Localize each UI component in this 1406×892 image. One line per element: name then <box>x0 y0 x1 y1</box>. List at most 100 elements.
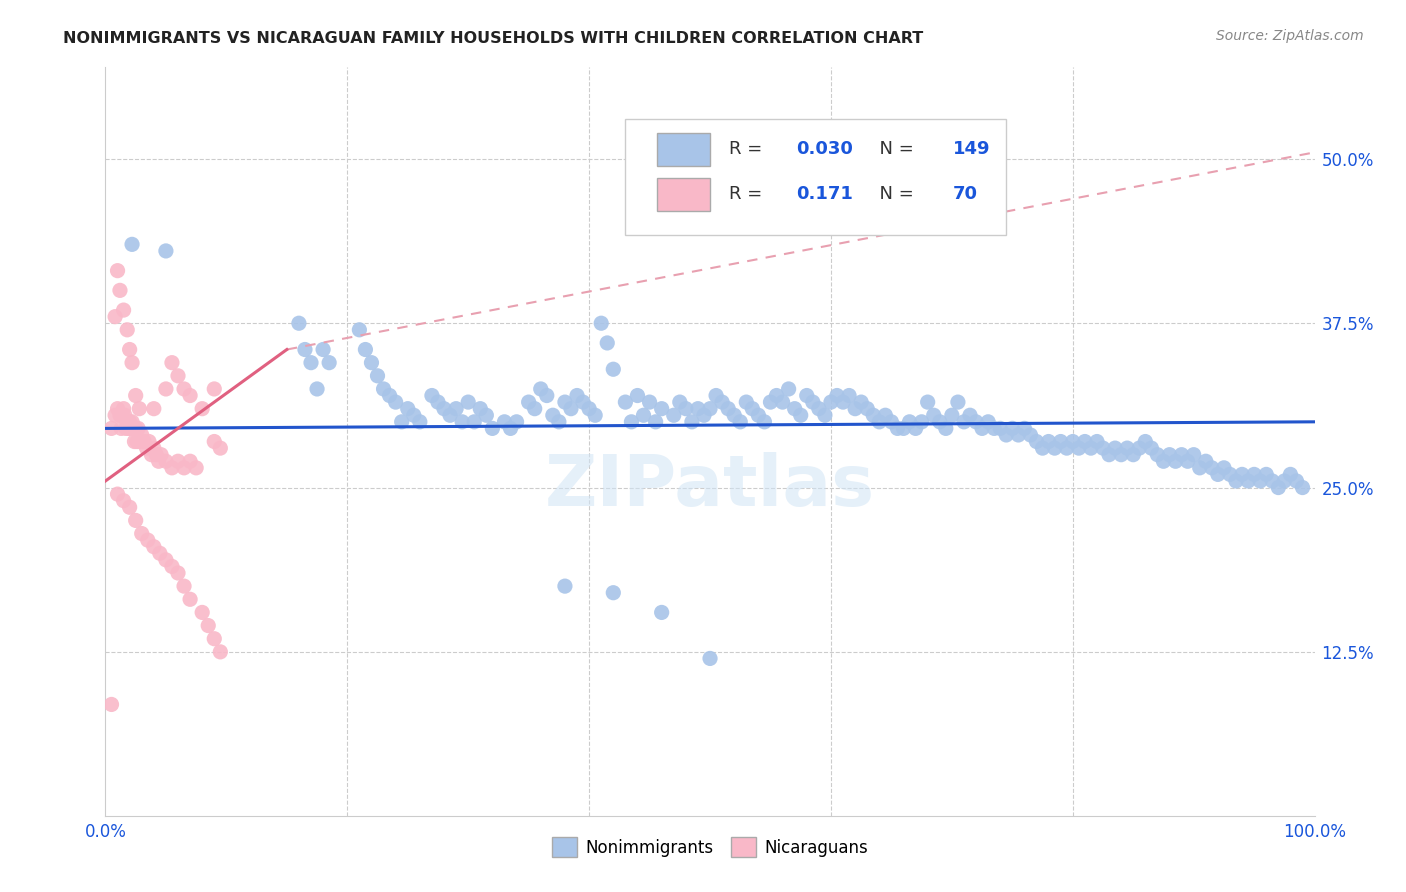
Point <box>1153 454 1175 468</box>
Point <box>112 493 135 508</box>
Point <box>602 362 624 376</box>
Point <box>541 409 564 423</box>
Point <box>1122 448 1144 462</box>
Point <box>735 395 758 409</box>
Point <box>554 395 576 409</box>
Text: 0.171: 0.171 <box>796 186 853 203</box>
Point <box>856 401 879 416</box>
Point <box>209 645 232 659</box>
Point <box>849 395 872 409</box>
Point <box>807 401 830 416</box>
Point <box>160 559 183 574</box>
Point <box>191 606 214 620</box>
Point <box>115 421 138 435</box>
Point <box>591 316 613 330</box>
Point <box>1279 467 1302 482</box>
Point <box>1291 481 1313 495</box>
Point <box>167 368 190 383</box>
Text: Source: ZipAtlas.com: Source: ZipAtlas.com <box>1216 29 1364 43</box>
Point <box>409 415 432 429</box>
Text: N =: N = <box>869 186 920 203</box>
Text: R =: R = <box>730 186 768 203</box>
Point <box>167 566 190 580</box>
Point <box>121 237 143 252</box>
Point <box>179 454 201 468</box>
Point <box>723 409 745 423</box>
Point <box>1188 460 1211 475</box>
Point <box>1014 421 1036 435</box>
Point <box>134 434 156 449</box>
Point <box>117 421 139 435</box>
Point <box>128 434 150 449</box>
Point <box>868 415 890 429</box>
Point <box>444 401 467 416</box>
Point <box>1019 428 1042 442</box>
Point <box>457 395 479 409</box>
Point <box>1032 441 1054 455</box>
Point <box>838 388 860 402</box>
Point <box>378 388 401 402</box>
Point <box>995 428 1018 442</box>
Point <box>988 421 1011 435</box>
Point <box>107 263 129 277</box>
Point <box>173 382 195 396</box>
Point <box>1043 441 1066 455</box>
Point <box>1140 441 1163 455</box>
Point <box>583 409 606 423</box>
Point <box>1285 474 1308 488</box>
Point <box>1038 434 1060 449</box>
Point <box>862 409 884 423</box>
Point <box>420 388 443 402</box>
Point <box>832 395 855 409</box>
Point <box>614 395 637 409</box>
Point <box>155 382 177 396</box>
Point <box>104 409 127 423</box>
Point <box>548 415 571 429</box>
Point <box>149 546 172 560</box>
Point <box>112 401 135 416</box>
Point <box>124 513 148 527</box>
Point <box>953 415 976 429</box>
FancyBboxPatch shape <box>657 178 710 211</box>
Point <box>1256 467 1278 482</box>
Point <box>1159 448 1181 462</box>
Point <box>1201 460 1223 475</box>
Text: NONIMMIGRANTS VS NICARAGUAN FAMILY HOUSEHOLDS WITH CHILDREN CORRELATION CHART: NONIMMIGRANTS VS NICARAGUAN FAMILY HOUSE… <box>63 31 924 46</box>
Point <box>686 401 709 416</box>
Point <box>100 698 122 712</box>
Point <box>155 553 177 567</box>
Point <box>578 401 600 416</box>
Point <box>121 356 143 370</box>
Point <box>1274 474 1296 488</box>
Point <box>946 395 969 409</box>
Point <box>427 395 450 409</box>
Point <box>124 434 146 449</box>
Point <box>202 434 225 449</box>
Point <box>131 526 153 541</box>
Point <box>373 382 395 396</box>
Point <box>114 409 136 423</box>
Point <box>626 388 648 402</box>
Point <box>972 421 994 435</box>
Point <box>1206 467 1229 482</box>
Point <box>681 415 703 429</box>
Point <box>1225 474 1247 488</box>
Point <box>1164 454 1187 468</box>
Point <box>294 343 316 357</box>
Point <box>765 388 787 402</box>
Point <box>1116 441 1139 455</box>
Point <box>463 415 485 429</box>
Point <box>145 448 167 462</box>
Point <box>112 303 135 318</box>
Point <box>620 415 643 429</box>
Point <box>138 434 160 449</box>
Point <box>118 500 141 515</box>
Point <box>475 409 498 423</box>
Point <box>801 395 824 409</box>
Point <box>959 409 981 423</box>
Text: R =: R = <box>730 140 768 158</box>
Point <box>481 421 503 435</box>
Text: N =: N = <box>869 140 920 158</box>
Point <box>115 323 138 337</box>
Legend: Nonimmigrants, Nicaraguans: Nonimmigrants, Nicaraguans <box>546 830 875 864</box>
